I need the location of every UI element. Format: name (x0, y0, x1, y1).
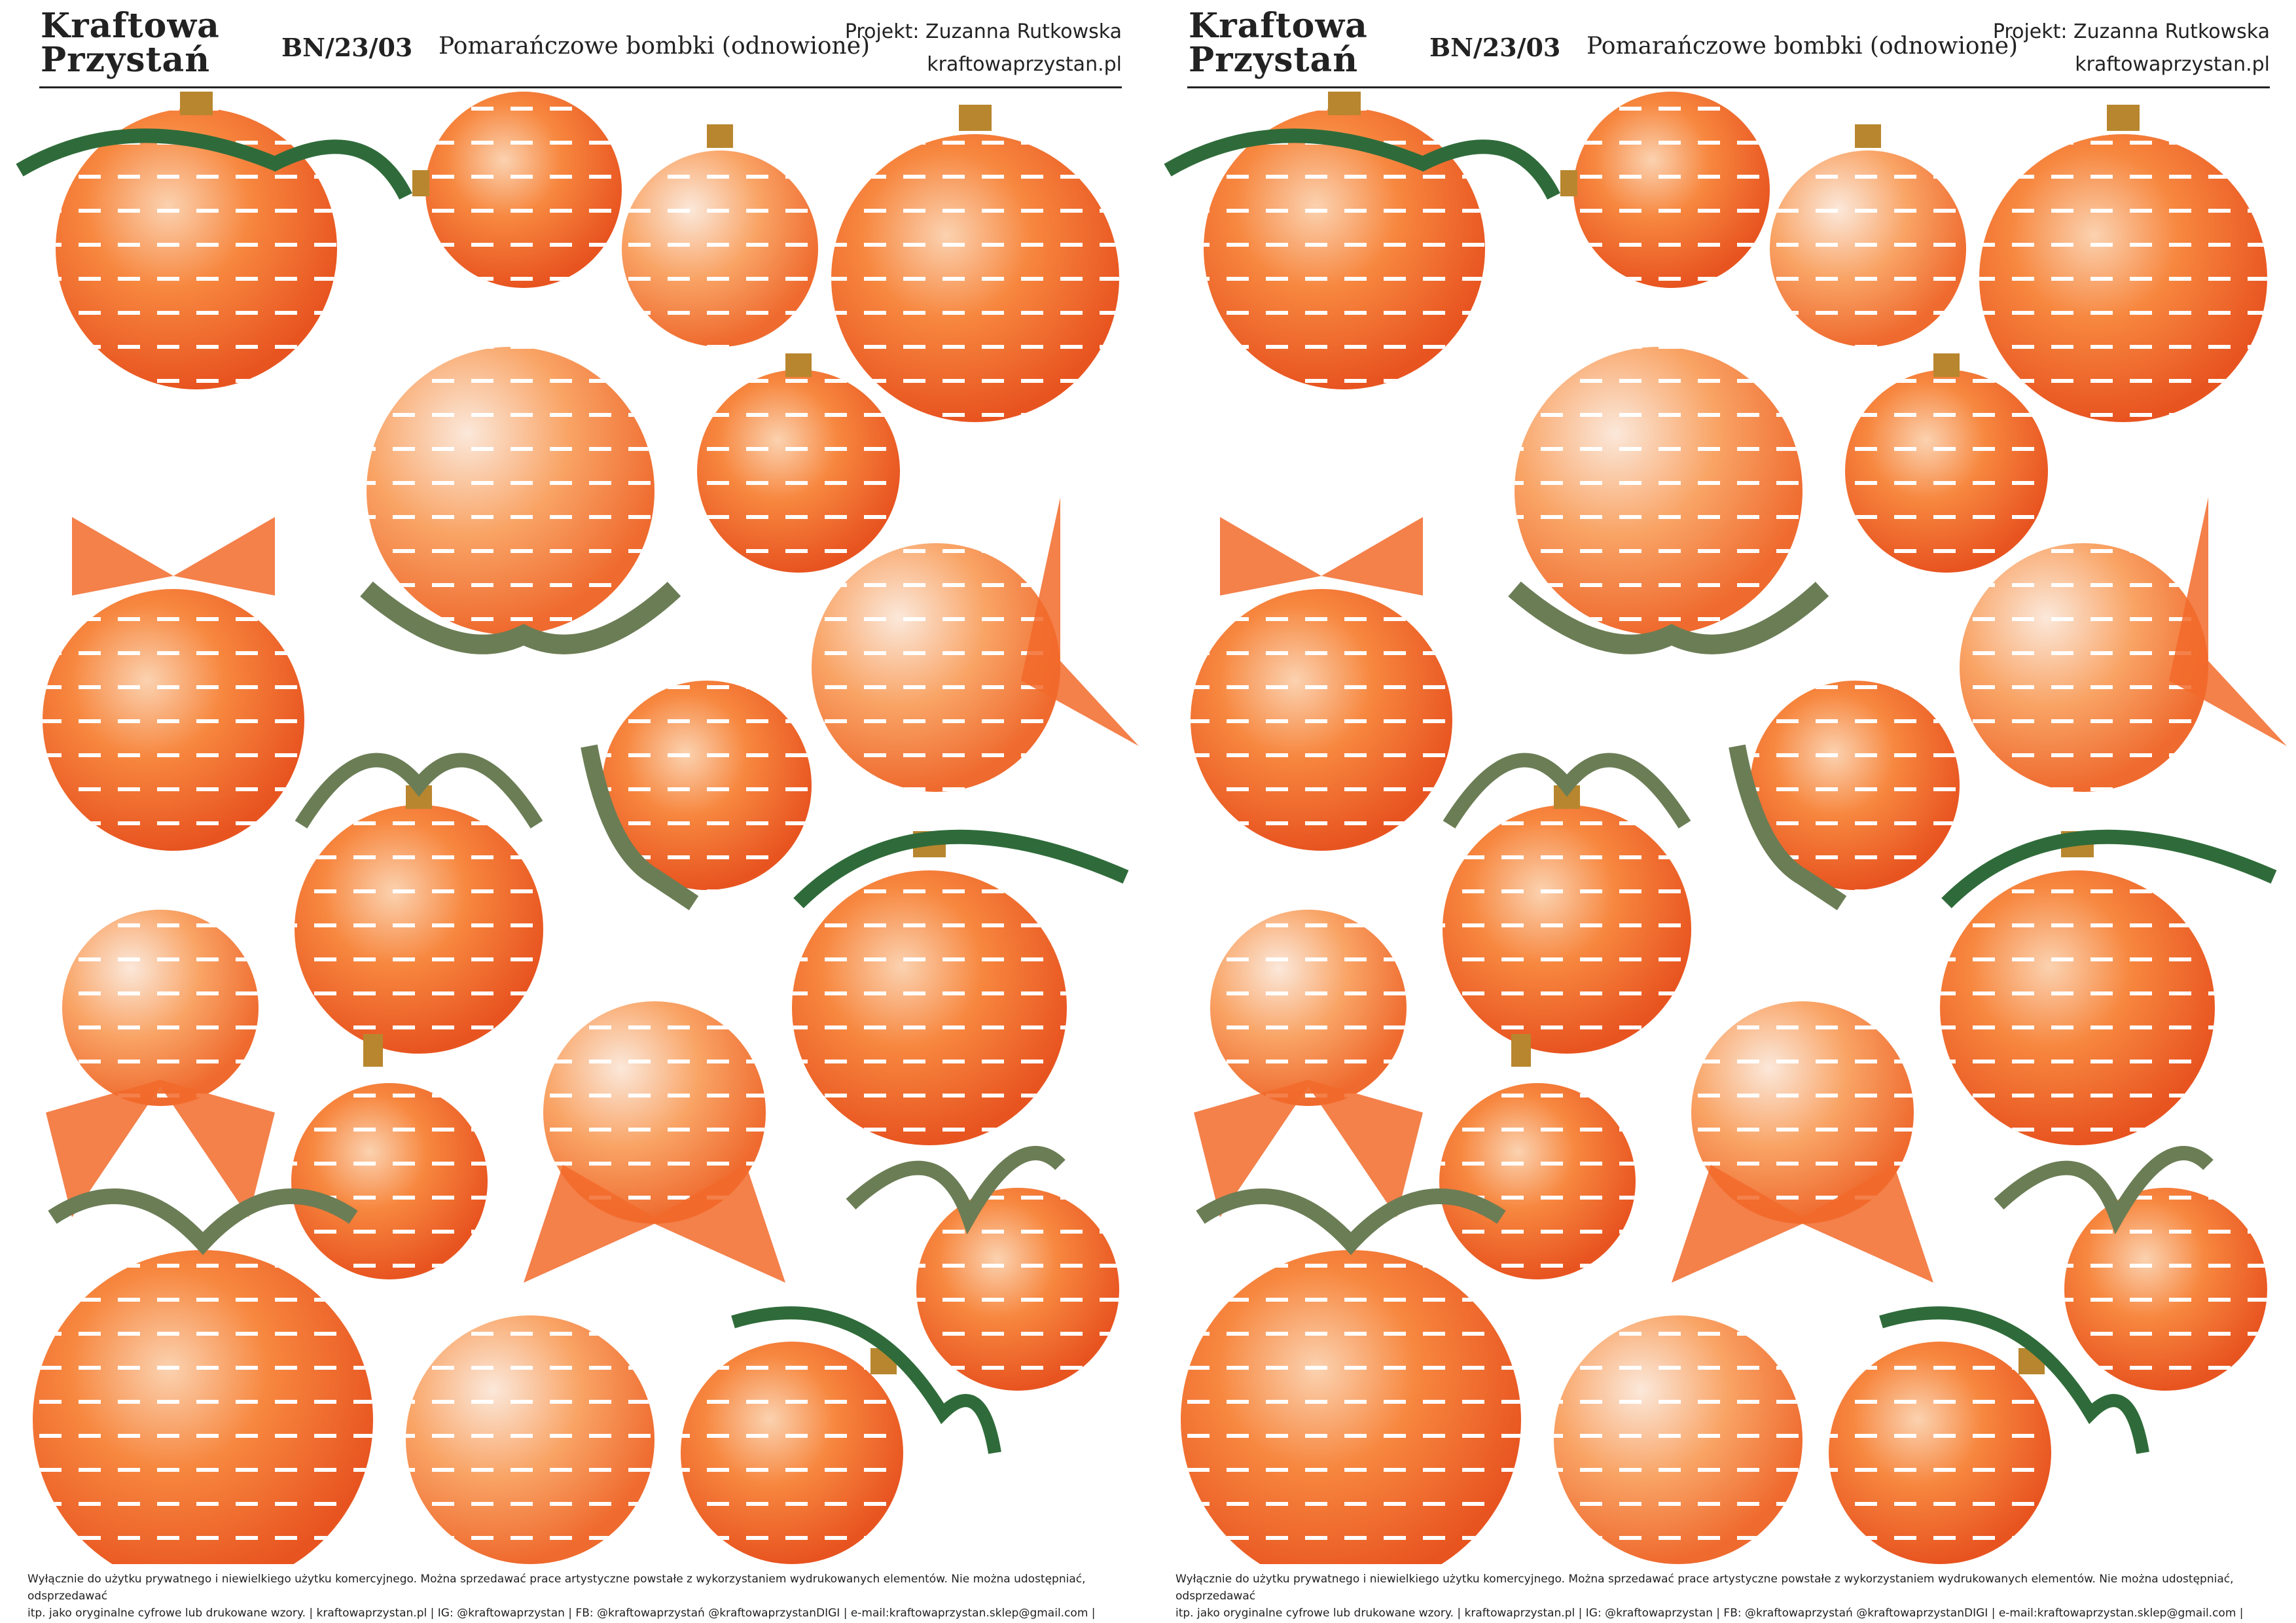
footer-line2: itp. jako oryginalne cyfrowe lub drukowa… (27, 1607, 1096, 1620)
pine-branch (731, 1306, 1001, 1454)
ornament (1210, 910, 1407, 1106)
ornament (916, 1188, 1119, 1391)
header-rule (39, 86, 1122, 88)
ornament (697, 353, 900, 573)
logo-line2: Przystań (1189, 40, 1359, 80)
ribbon-bow (46, 1080, 275, 1217)
footer: Wyłącznie do użytku prywatnego i niewiel… (1175, 1571, 2282, 1622)
ornament (62, 910, 259, 1106)
project-website: kraftowaprzystan.pl (2075, 53, 2270, 76)
footer-line2: itp. jako oryginalne cyfrowe lub drukowa… (1175, 1607, 2244, 1620)
ornament (1560, 92, 1770, 288)
ornament (602, 681, 812, 890)
ornament (1940, 831, 2215, 1145)
holly-leaves (1994, 1146, 2214, 1235)
ornament (1829, 1342, 2051, 1564)
sheet-right: Kraftowa Przystań BN/23/03 Pomarańczowe … (1148, 0, 2296, 1623)
holly-leaves (1443, 753, 1691, 829)
ribbon-bow (2169, 497, 2287, 746)
ornament (56, 92, 337, 389)
ornament-artwork (1164, 92, 2287, 1564)
ornament (2064, 1188, 2267, 1391)
holly-leaves (295, 753, 543, 829)
pine-branch (1941, 829, 2277, 908)
logo-line2: Przystań (41, 40, 211, 80)
ornament (1770, 124, 1966, 347)
footer-line1: Wyłącznie do użytku prywatnego i niewiel… (1175, 1573, 2234, 1603)
ornament (1191, 589, 1452, 851)
product-code: BN/23/03 (281, 33, 413, 62)
project-info: Projekt: Zuzanna Rutkowska kraftowaprzys… (1993, 16, 2270, 81)
holly-leaves (846, 1146, 1066, 1235)
ornament (681, 1342, 903, 1564)
pine-branch (793, 829, 1129, 908)
pine-branch (1164, 128, 1560, 200)
footer-line1: Wyłącznie do użytku prywatnego i niewiel… (27, 1573, 1086, 1603)
ornament (1443, 785, 1691, 1054)
logo-line1: Kraftowa (41, 6, 220, 46)
project-author: Projekt: Zuzanna Rutkowska (1992, 20, 2270, 43)
holly-leaves (360, 581, 681, 654)
logo: Kraftowa Przystań (41, 9, 220, 77)
logo: Kraftowa Przystań (1189, 9, 1368, 77)
ornament (1181, 1250, 1521, 1564)
ornament (792, 831, 1067, 1145)
ribbon-bow (72, 517, 275, 596)
ornament (1845, 353, 2048, 573)
ornament (1691, 1001, 1914, 1224)
holly-leaves (48, 1188, 358, 1255)
ribbon-bow (1194, 1080, 1423, 1217)
ornament (1439, 1034, 1636, 1279)
ornament (812, 543, 1060, 792)
ornament (831, 105, 1119, 422)
ornament (1979, 105, 2267, 422)
ornament (406, 1315, 655, 1564)
ornament (1204, 92, 1485, 389)
sheet-title: Pomarańczowe bombki (odnowione) (439, 33, 870, 60)
footer: Wyłącznie do użytku prywatnego i niewiel… (27, 1571, 1134, 1622)
project-author: Projekt: Zuzanna Rutkowska (844, 20, 1122, 43)
ornament (43, 589, 304, 851)
project-info: Projekt: Zuzanna Rutkowska kraftowaprzys… (845, 16, 1122, 81)
product-code: BN/23/03 (1429, 33, 1561, 62)
sheet-left: Kraftowa Przystań BN/23/03 Pomarańczowe … (16, 9, 1139, 1622)
ornament (412, 92, 622, 288)
ornament (543, 1001, 766, 1224)
holly-leaves (581, 744, 699, 910)
ornament (295, 785, 543, 1054)
ornaments-group (1164, 92, 2287, 1564)
ornament (622, 124, 818, 347)
ornament (1515, 347, 1803, 635)
holly-leaves (1729, 744, 1847, 910)
ornament (291, 1034, 488, 1279)
header-rule (1187, 86, 2270, 88)
ornament (1750, 681, 1960, 890)
ribbon-bow (1672, 1165, 1933, 1283)
ribbon-bow (524, 1165, 785, 1283)
ornament (33, 1250, 373, 1564)
project-website: kraftowaprzystan.pl (927, 53, 1122, 76)
ornament (1554, 1315, 1803, 1564)
holly-leaves (1196, 1188, 1506, 1255)
ribbon-bow (1220, 517, 1423, 596)
ornament (367, 347, 655, 635)
ornament (1960, 543, 2208, 792)
ornaments-group (16, 92, 1139, 1564)
sheet-title: Pomarańczowe bombki (odnowione) (1587, 33, 2018, 60)
ornament-artwork (16, 92, 1139, 1564)
logo-line1: Kraftowa (1189, 6, 1368, 46)
ribbon-bow (1021, 497, 1139, 746)
pine-branch (16, 128, 412, 200)
holly-leaves (1508, 581, 1829, 654)
pine-branch (1879, 1306, 2149, 1454)
